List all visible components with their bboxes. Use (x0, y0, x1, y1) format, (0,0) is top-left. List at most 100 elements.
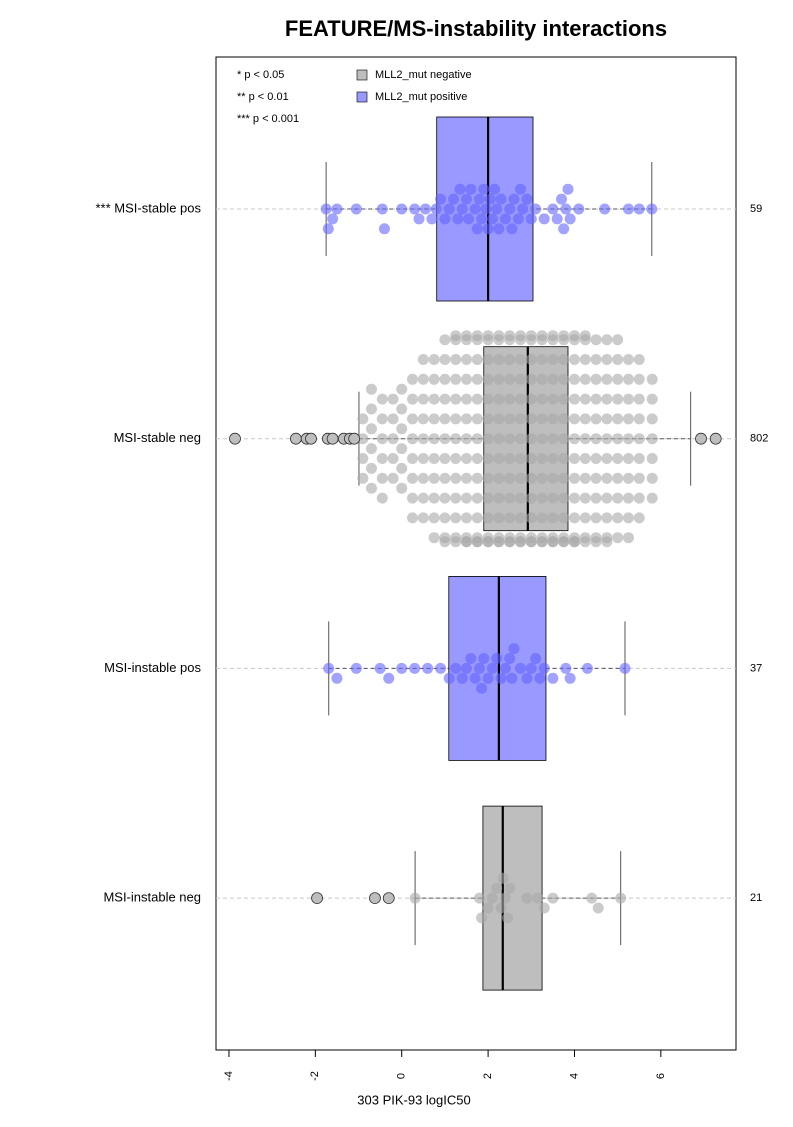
data-point (417, 413, 429, 425)
data-point (592, 902, 604, 914)
data-point (579, 453, 591, 464)
data-point (514, 512, 526, 524)
data-point (493, 223, 505, 235)
data-point (568, 536, 580, 548)
data-point (622, 203, 634, 215)
data-point (428, 453, 440, 464)
data-point (504, 203, 516, 215)
data-point (612, 453, 624, 464)
data-point (619, 662, 631, 674)
data-point (435, 662, 447, 674)
data-point (599, 203, 611, 215)
data-point (482, 472, 494, 484)
data-point (350, 662, 362, 674)
data-point (601, 453, 613, 464)
data-point (471, 536, 483, 548)
data-point (417, 453, 429, 464)
data-point (536, 413, 548, 425)
count-label: 37 (750, 662, 762, 674)
data-point (482, 223, 494, 235)
data-point (486, 892, 498, 904)
data-point (428, 472, 440, 484)
data-point (450, 354, 462, 365)
data-point (525, 373, 537, 385)
data-point (514, 662, 526, 674)
data-point (536, 354, 548, 365)
data-point (568, 453, 580, 464)
data-point (547, 892, 559, 904)
data-point (558, 223, 570, 235)
data-point (538, 902, 550, 914)
data-point (469, 203, 481, 215)
data-point (622, 532, 634, 544)
data-point (439, 393, 451, 405)
data-point (514, 492, 526, 504)
data-point (633, 472, 645, 484)
data-point (469, 672, 481, 684)
data-point (558, 512, 570, 524)
data-point (365, 443, 377, 455)
data-point (558, 536, 570, 548)
data-point (365, 482, 377, 494)
data-point (450, 413, 462, 425)
data-point (320, 203, 332, 215)
data-point (497, 872, 509, 884)
data-point (491, 653, 503, 664)
data-point (376, 492, 388, 504)
data-point (428, 433, 440, 445)
data-point (586, 892, 598, 904)
data-point (463, 213, 475, 225)
data-point (525, 512, 537, 524)
data-point (525, 536, 537, 548)
data-point (590, 373, 602, 385)
data-point (558, 393, 570, 405)
data-point (564, 213, 576, 225)
data-point (482, 902, 494, 914)
data-point (396, 462, 408, 474)
data-point (439, 453, 451, 464)
data-point (439, 472, 451, 484)
data-point (633, 393, 645, 405)
legend-label: MLL2_mut negative (375, 69, 472, 81)
data-point (471, 433, 483, 445)
data-point (493, 393, 505, 405)
data-point (547, 413, 559, 425)
data-point (560, 203, 572, 215)
data-point (450, 472, 462, 484)
data-point (439, 213, 451, 225)
data-point (633, 433, 645, 445)
data-point (646, 472, 658, 484)
data-point (365, 403, 377, 415)
data-point (396, 423, 408, 435)
data-point (536, 393, 548, 405)
data-point (590, 536, 602, 548)
data-point (473, 193, 485, 205)
data-point (579, 433, 591, 445)
data-point (471, 492, 483, 504)
data-point (525, 492, 537, 504)
data-point (504, 413, 516, 425)
data-point (460, 330, 472, 342)
data-point (499, 892, 511, 904)
data-point (514, 354, 526, 365)
data-point (601, 433, 613, 445)
data-point (376, 453, 388, 464)
data-point (568, 512, 580, 524)
data-point (646, 492, 658, 504)
data-point (525, 472, 537, 484)
data-point (471, 330, 483, 342)
data-point (547, 330, 559, 342)
data-point (514, 536, 526, 548)
data-point (568, 433, 580, 445)
data-point (517, 203, 529, 215)
data-point (439, 492, 451, 504)
x-tick-label: 0 (396, 1073, 408, 1079)
data-point (568, 492, 580, 504)
data-point (460, 453, 472, 464)
legend-label: MLL2_mut positive (375, 91, 467, 103)
data-point (493, 330, 505, 342)
category-label: *** MSI-stable pos (96, 200, 202, 215)
data-point (482, 354, 494, 365)
data-point (622, 413, 634, 425)
